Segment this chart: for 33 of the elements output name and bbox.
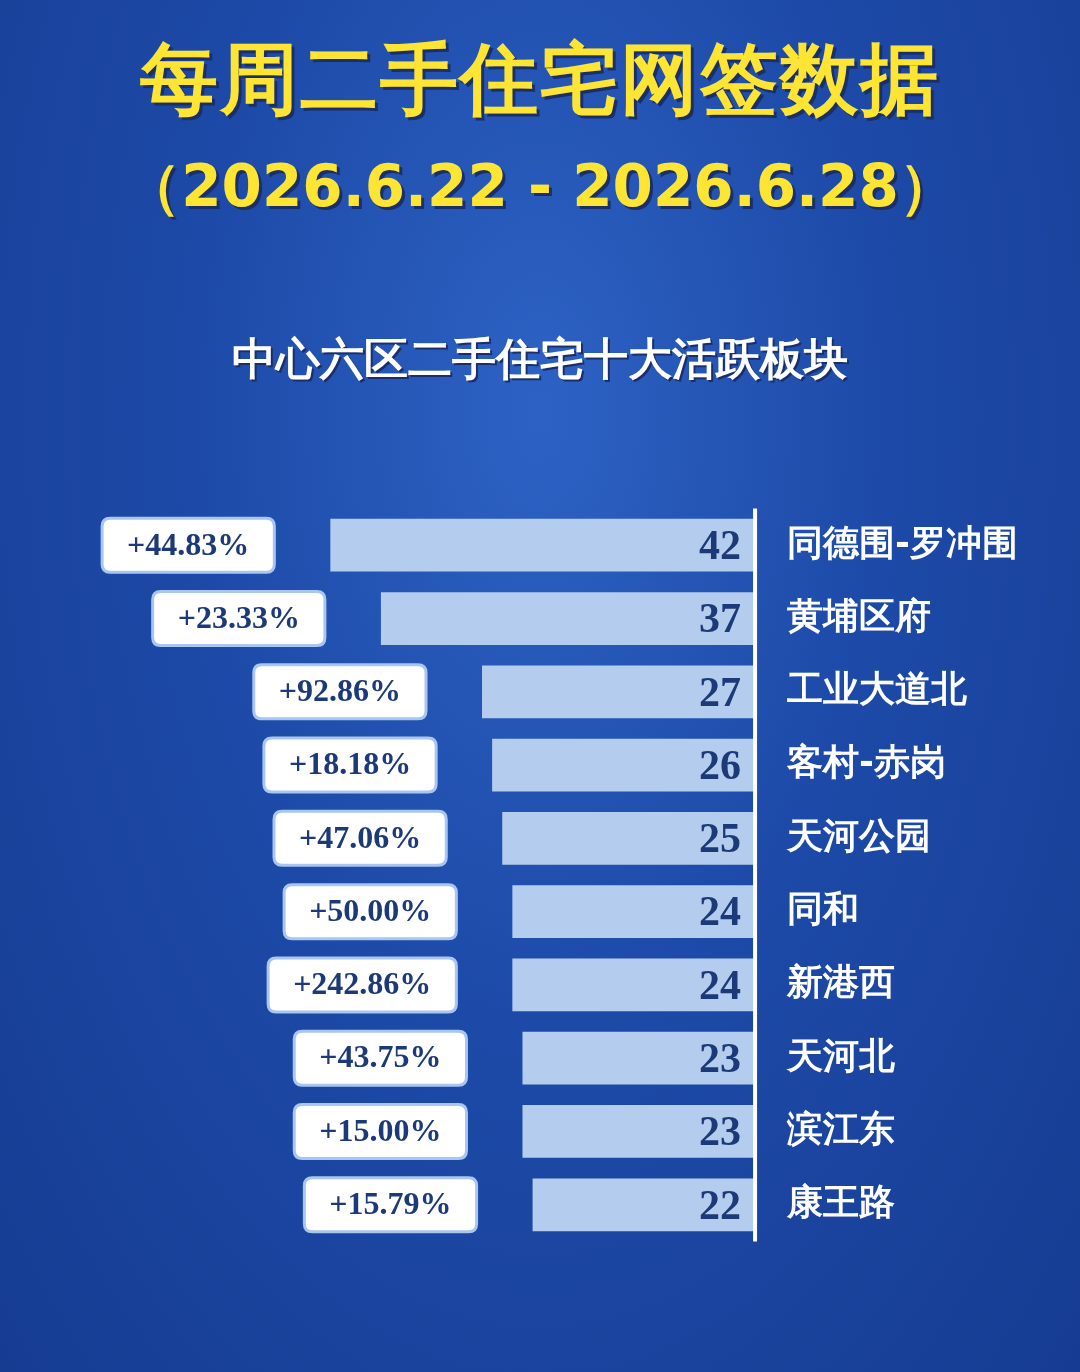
data-label: 24 xyxy=(699,888,742,935)
text: 中心六区二手住宅十大活跃板块 xyxy=(231,332,849,386)
text: +44.83% xyxy=(127,525,250,562)
data-label: 42 xyxy=(699,522,742,569)
annotation: +50.00% xyxy=(309,891,432,928)
y-tick-label: 新港西 xyxy=(786,961,896,1003)
y-tick-label: 天河北 xyxy=(786,1034,896,1076)
y-tick-label: 同德围-罗冲围 xyxy=(787,521,1019,563)
annotation: +43.75% xyxy=(319,1038,442,1075)
data-label: 25 xyxy=(699,815,742,862)
y-tick-label: 同和 xyxy=(787,888,860,929)
annotation: +242.86% xyxy=(293,965,432,1002)
text: +23.33% xyxy=(177,598,300,635)
annotation: +92.86% xyxy=(278,672,402,709)
annotation: +18.18% xyxy=(288,745,412,782)
data-label: 37 xyxy=(699,595,742,642)
y-tick-label: 天河公园 xyxy=(786,814,932,856)
data-label: 23 xyxy=(699,1108,742,1155)
annotation: +15.79% xyxy=(329,1185,452,1222)
y-tick-label: 客村-赤岗 xyxy=(786,741,947,783)
y-tick-label: 康王路 xyxy=(786,1181,896,1223)
data-label: 22 xyxy=(699,1181,742,1228)
chart-subtitle: （2026.6.22 - 2026.6.28） xyxy=(122,151,958,222)
chart-title: 每周二手住宅网签数据 xyxy=(139,33,941,126)
y-tick-label: 滨江东 xyxy=(786,1107,896,1149)
data-label: 23 xyxy=(699,1035,742,1082)
annotation: +47.06% xyxy=(299,818,422,855)
data-label: 27 xyxy=(699,668,742,715)
y-tick-label: 工业大道北 xyxy=(787,668,968,710)
annotation: +15.00% xyxy=(319,1111,442,1148)
y-tick-label: 黄埔区府 xyxy=(787,594,932,636)
data-label: 26 xyxy=(699,741,742,788)
data-label: 24 xyxy=(699,961,742,1008)
